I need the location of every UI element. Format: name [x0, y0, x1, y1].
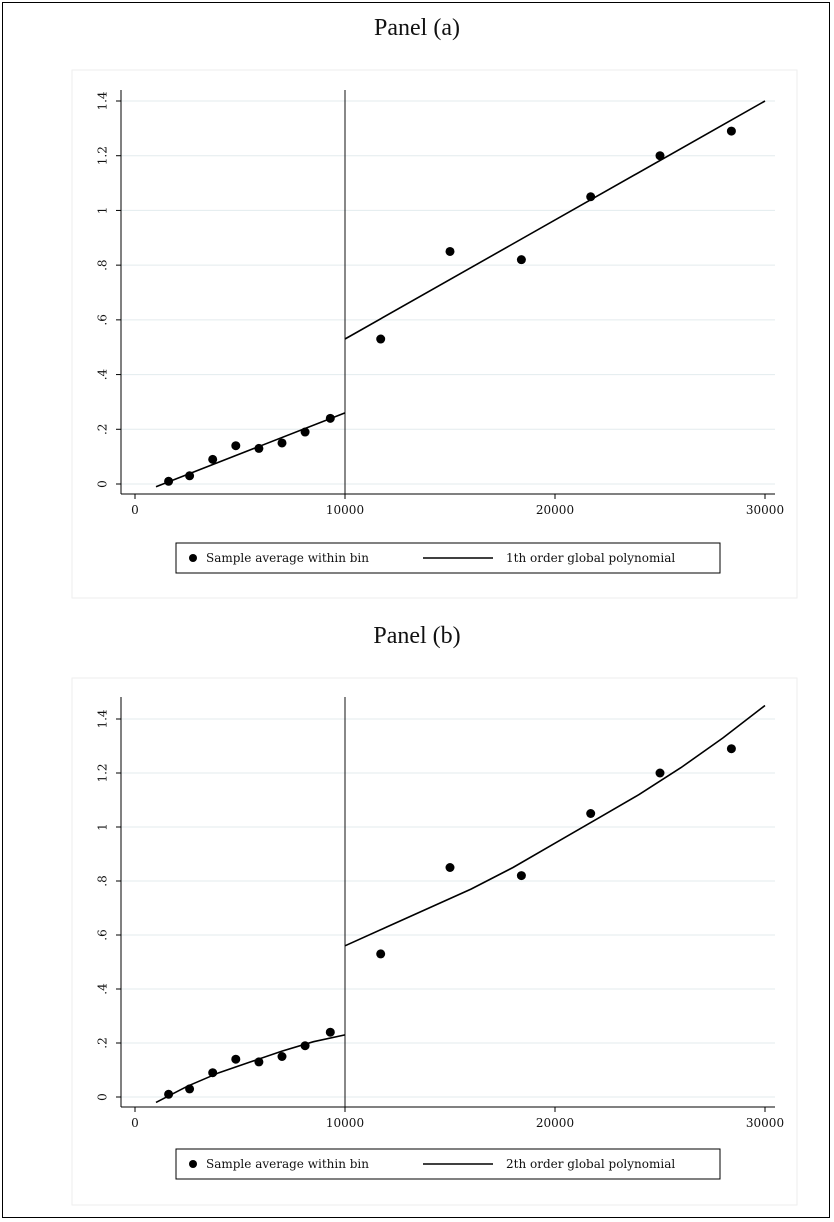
legend-label-scatter: Sample average within bin	[206, 1157, 369, 1171]
y-tick-label: 1.2	[96, 146, 110, 165]
bin-point	[726, 744, 736, 754]
bin-point	[445, 246, 455, 256]
legend-label-line: 1th order global polynomial	[506, 551, 675, 565]
y-tick-label: .6	[96, 929, 110, 940]
legend-label-line: 2th order global polynomial	[506, 1157, 675, 1171]
plot-region	[71, 677, 798, 1206]
y-tick-label: 1	[96, 207, 110, 215]
bin-point	[208, 1068, 218, 1078]
legend-label-scatter: Sample average within bin	[206, 551, 369, 565]
y-tick-label: .4	[96, 983, 110, 995]
plot-region	[71, 69, 798, 599]
bin-point	[300, 1041, 310, 1051]
bin-point	[254, 1057, 264, 1067]
bin-point	[185, 471, 195, 481]
bin-point	[325, 413, 335, 423]
bin-point	[164, 1089, 174, 1099]
x-tick-label: 20000	[536, 1116, 574, 1130]
bin-point	[185, 1084, 195, 1094]
x-tick-label: 30000	[746, 1116, 784, 1130]
bin-point	[586, 192, 596, 202]
y-tick-label: .4	[96, 368, 110, 380]
y-tick-label: 1.4	[96, 709, 110, 728]
bin-point	[164, 476, 174, 486]
bin-point	[231, 1054, 241, 1064]
legend-marker-dot	[189, 554, 197, 562]
bin-point	[325, 1027, 335, 1037]
x-tick-label: 0	[131, 503, 139, 517]
bin-point	[254, 443, 264, 453]
y-tick-label: 1.2	[96, 763, 110, 782]
y-tick-label: .8	[96, 875, 110, 886]
legend-marker-dot	[189, 1160, 197, 1168]
y-tick-label: .8	[96, 259, 110, 270]
bin-point	[586, 809, 596, 818]
panel-a-title: Panel (a)	[374, 15, 460, 41]
bin-point	[277, 438, 287, 448]
x-tick-label: 10000	[326, 503, 364, 517]
bin-point	[445, 863, 455, 872]
x-tick-label: 20000	[536, 503, 574, 517]
y-tick-label: .2	[96, 1037, 110, 1048]
bin-point	[376, 949, 386, 959]
y-tick-label: 1.4	[96, 91, 110, 110]
bin-point	[300, 427, 310, 437]
bin-point	[277, 1052, 287, 1061]
x-tick-label: 30000	[746, 503, 784, 517]
panel-b-title: Panel (b)	[373, 623, 461, 649]
bin-point	[376, 334, 386, 344]
bin-point	[516, 255, 526, 265]
y-tick-label: .6	[96, 314, 110, 325]
bin-point	[655, 768, 665, 778]
y-tick-label: .2	[96, 424, 110, 435]
y-tick-label: 0	[96, 1093, 110, 1101]
fit-line-segment-1	[344, 100, 766, 340]
bin-point	[208, 454, 218, 464]
bin-point	[726, 126, 736, 136]
bin-point	[516, 871, 526, 881]
bin-point	[655, 151, 665, 161]
fit-line-segment-1	[344, 704, 766, 947]
x-tick-label: 0	[131, 1116, 139, 1130]
y-tick-label: 0	[96, 480, 110, 488]
x-tick-label: 10000	[326, 1116, 364, 1130]
bin-point	[231, 441, 241, 451]
y-tick-label: 1	[96, 823, 110, 831]
